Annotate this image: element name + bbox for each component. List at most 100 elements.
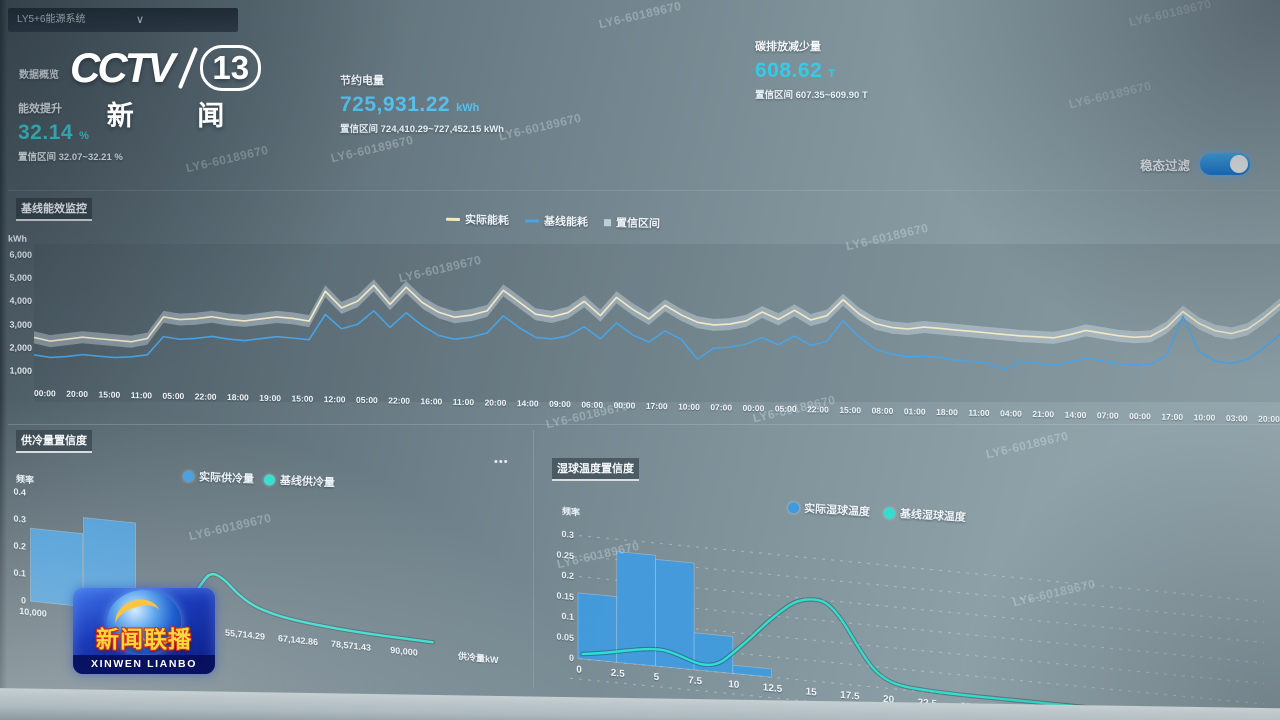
legend-item[interactable]: 基线湿球温度 (883, 504, 967, 525)
legend-item-label: 实际供冷量 (198, 471, 255, 486)
x-tick-label: 20:00 (484, 397, 507, 408)
x-tick-label: 11:00 (968, 407, 990, 419)
x-tick-label: 19:00 (259, 392, 282, 404)
legend-item[interactable]: 实际供冷量 (182, 468, 255, 487)
legend-item-label: 基线湿球温度 (899, 508, 967, 524)
kpi-carbon-reduction: 碳排放减少量 608.62 T 置信区间 607.35~609.90 T (755, 38, 868, 101)
x-tick-label: 18:00 (936, 406, 958, 418)
energy-line-chart-svg (34, 279, 1280, 371)
x-tick-label: 18:00 (227, 392, 249, 403)
legend-item[interactable]: 实际能耗 (445, 211, 510, 228)
x-tick-label: 14:00 (516, 398, 539, 409)
cctv-channel-name: 新 闻 (106, 101, 253, 131)
y-tick-label: 0.1 (13, 567, 26, 579)
x-tick-label: 15:00 (291, 393, 314, 404)
x-tick-label: 11:00 (452, 396, 475, 408)
more-options-icon[interactable]: ••• (494, 456, 509, 468)
legend-marker-dot (182, 470, 195, 482)
x-tick-label: 00:00 (613, 400, 636, 411)
kpi-unit: T (828, 68, 835, 80)
kpi-confidence-interval: 置信区间 32.07~32.21 % (18, 152, 123, 163)
main-chart-title: 基线能效监控 (16, 198, 92, 221)
x-tick-label: 14:00 (1064, 409, 1087, 421)
toggle-knob (1230, 155, 1249, 173)
cctv-logo-slash (178, 46, 199, 90)
kpi-energy-saved: 节约电量 725,931.22 kWh 置信区间 724,410.29~727,… (340, 72, 504, 135)
legend-item-label: 基线供冷量 (279, 474, 336, 490)
section-label: 数据概览 (19, 70, 59, 81)
x-tick-label: 22:00 (194, 391, 217, 402)
x-tick-label: 11:00 (130, 390, 153, 401)
x-tick-label: 06:00 (581, 399, 604, 410)
legend-marker-dot (883, 506, 896, 519)
watermark-text: LY6-60189670 (497, 110, 583, 144)
x-tick-label: 20:00 (66, 388, 88, 400)
x-tick-label: 00:00 (34, 388, 56, 399)
wetbulb-chart-legend: 实际湿球温度 基线湿球温度 (787, 499, 967, 525)
y-tick-label: 0.3 (13, 513, 26, 525)
x-tick-label: 21:00 (1032, 408, 1055, 420)
y-tick-label: 3,000 (9, 319, 32, 330)
kpi-confidence-interval: 置信区间 724,410.29~727,452.15 kWh (340, 124, 504, 135)
x-tick-label: 15:00 (839, 404, 862, 416)
kpi-value: 608.62 (755, 59, 823, 82)
toggle-label: 稳态过滤 (1140, 158, 1191, 173)
kpi-unit: kWh (456, 102, 480, 114)
kpi-confidence-interval: 置信区间 607.35~609.90 T (755, 90, 868, 101)
legend-item-label: 实际能耗 (464, 214, 510, 228)
kpi-value: 32.14 (18, 121, 74, 144)
x-tick-label: 00:00 (1129, 410, 1151, 422)
x-tick-label: 07:00 (710, 402, 733, 413)
legend-marker-dot (787, 501, 800, 514)
y-tick-label: 0.05 (556, 630, 574, 643)
x-tick-label: 22:00 (807, 404, 829, 415)
y-tick-label: 0.2 (561, 569, 574, 582)
x-tick-label: 07:00 (1096, 410, 1119, 421)
x-tick-label: 15 (805, 686, 817, 699)
legend-item-label: 置信区间 (615, 217, 661, 231)
x-tick-label: 12:00 (323, 394, 346, 405)
xinwen-lianbo-badge: 新闻联播 XINWEN LIANBO (73, 588, 215, 674)
chevron-down-icon: ∨ (136, 14, 145, 26)
steady-state-filter-row: 稳态过滤 (1140, 153, 1251, 175)
y-axis-label: 频率 (562, 505, 581, 518)
program-title: 新闻联播 (96, 626, 192, 652)
x-tick-label: 20:00 (1258, 413, 1280, 425)
legend-item-label: 实际湿球温度 (803, 502, 871, 519)
y-tick-label: 0.1 (561, 610, 574, 623)
legend-item[interactable]: 实际湿球温度 (787, 499, 871, 520)
watermark-text: LY6-60189670 (1067, 78, 1153, 112)
x-tick-label: 10 (728, 678, 740, 692)
y-tick-label: 6,000 (9, 249, 32, 260)
screen-edge-shadow (0, 0, 7, 720)
y-tick-label: 0 (20, 595, 26, 606)
x-tick-label: 10:00 (678, 401, 700, 412)
x-tick-label: 05:00 (774, 403, 797, 414)
steady-state-filter-toggle[interactable] (1200, 153, 1251, 175)
y-axis-label: 频率 (16, 473, 35, 486)
main-chart-legend: 实际能耗 基线能耗 置信区间 (445, 211, 661, 231)
main-chart-yticks: 6,000 5,000 4,000 3,000 2,000 1,000 (6, 237, 32, 418)
legend-marker-square (603, 218, 612, 226)
legend-item[interactable]: 置信区间 (603, 214, 661, 231)
wetbulb-histogram: 频率 0.3 0.25 0.2 0.15 0.1 0.05 0 0 2.5 5 7.5 10 12.5… (552, 500, 1280, 720)
y-tick-label: 0.4 (13, 486, 26, 498)
header-divider (8, 190, 1280, 191)
kpi-label: 碳排放减少量 (755, 41, 821, 53)
legend-item-label: 基线能耗 (543, 215, 589, 229)
kpi-value: 725,931.22 (340, 93, 451, 116)
y-tick-label: 5,000 (9, 272, 32, 284)
x-tick-label: 5 (653, 671, 660, 684)
system-selector-dropdown[interactable]: LY5+6能源系统 ∨ (8, 8, 238, 32)
kpi-label: 节约电量 (340, 75, 384, 87)
legend-item[interactable]: 基线能耗 (524, 212, 589, 229)
legend-item[interactable]: 基线供冷量 (263, 471, 336, 490)
legend-marker-line (445, 217, 461, 221)
x-tick-label: 09:00 (549, 398, 571, 410)
program-subtitle: XINWEN LIANBO (73, 655, 215, 674)
x-tick-label: 08:00 (871, 405, 894, 417)
cooling-chart-legend: 实际供冷量 基线供冷量 (182, 468, 336, 491)
watermark-text: LY6-60189670 (1127, 0, 1213, 30)
x-tick-label: 16:00 (420, 396, 443, 407)
